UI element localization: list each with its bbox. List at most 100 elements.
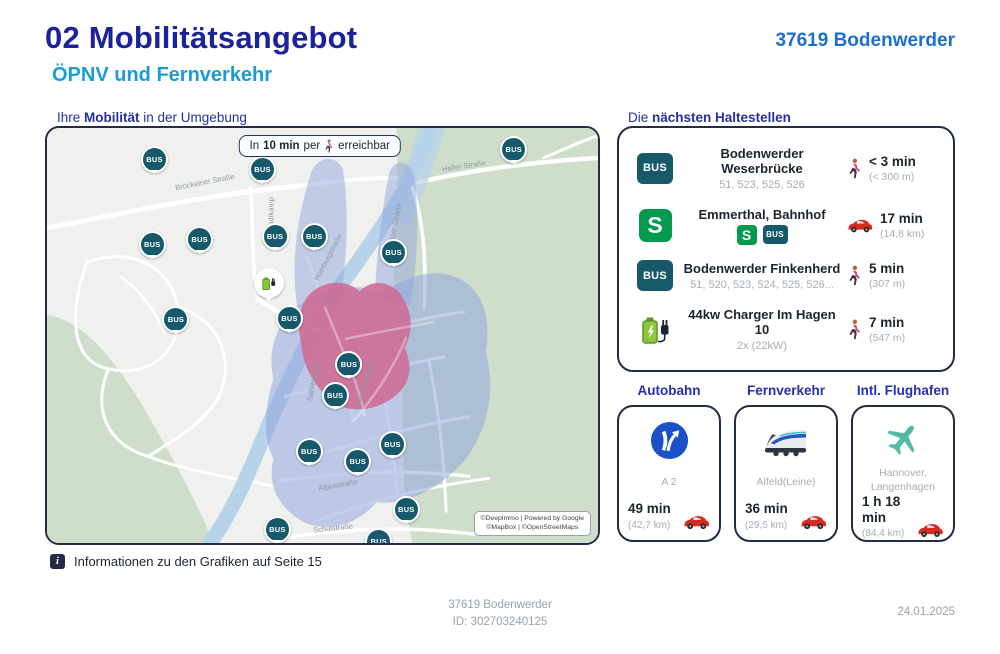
footer-date: 24.01.2025	[897, 606, 955, 618]
bus-badge-icon: BUS	[637, 260, 673, 292]
car-icon	[684, 516, 710, 530]
autobahn-icon	[650, 421, 688, 459]
travel-time: 1 h 18 min	[862, 494, 901, 525]
travel-card-title: Autobahn	[637, 383, 701, 398]
travel-place: Hannover, Langenhagen	[870, 466, 936, 493]
stop-distance: (307 m)	[869, 278, 906, 291]
stop-name: 44kw Charger Im Hagen 10	[688, 307, 836, 338]
street-label: Schulstraße	[312, 521, 354, 536]
map-base-layer	[47, 128, 598, 543]
location-header: 37619 Bodenwerder	[775, 30, 955, 51]
badge-middle: per	[303, 140, 321, 152]
bus-stop-marker[interactable]: BUS	[378, 431, 406, 460]
reachability-badge: In 10 min per erreichbar	[238, 135, 401, 157]
map-annotations: Bröckelner Straße Stadtkamp Haller Straße H…	[47, 128, 598, 543]
bus-stop-marker[interactable]: BUS	[162, 306, 190, 335]
stop-row: BUS Bodenwerder Weserbrücke 51, 523, 525…	[633, 146, 939, 191]
bus-badge-icon: BUS	[637, 152, 673, 184]
fernverkehr-card: Alfeld(Leine) 36 min (29,5 km)	[734, 405, 838, 542]
stop-lines: 51, 523, 525, 526	[719, 178, 805, 191]
bus-stop-marker[interactable]: BUS	[261, 222, 289, 251]
attribution-line-1: ©DeepImmo | Powered by Google	[480, 514, 585, 522]
bus-badge-icon: BUS	[762, 225, 788, 245]
autobahn-card: A 2 49 min (42,7 km)	[617, 405, 721, 542]
map-attribution: ©DeepImmo | Powered by Google ©MapBox | …	[473, 510, 591, 536]
badge-prefix: In	[249, 140, 260, 152]
travel-col-flughafen: Intl. Flughafen Hannover, Langenhagen 1 …	[851, 383, 955, 542]
travel-card-title: Fernverkehr	[746, 383, 826, 398]
stop-distance: (< 300 m)	[869, 170, 915, 183]
stop-name: Emmerthal, Bahnhof	[698, 206, 826, 222]
footer-location: 37619 Bodenwerder	[448, 599, 552, 611]
bus-stop-marker[interactable]: BUS	[186, 226, 214, 255]
bus-stop-marker[interactable]: BUS	[275, 305, 303, 334]
page-subtitle: ÖPNV und Fernverkehr	[52, 64, 273, 86]
travel-place: Alfeld(Leine)	[756, 475, 816, 488]
bus-stop-marker[interactable]: BUS	[392, 496, 420, 525]
travel-distance: (84,4 km)	[862, 528, 905, 540]
stops-section-label: Die nächsten Haltestellen	[628, 110, 791, 125]
bus-stop-marker[interactable]: BUS	[300, 223, 328, 252]
travel-card-title: Intl. Flughafen	[856, 383, 950, 398]
walk-icon	[849, 319, 860, 340]
map-green-southwest	[47, 315, 214, 543]
bus-stop-marker[interactable]: BUS	[365, 527, 393, 543]
badge-time: 10 min	[263, 140, 300, 152]
bus-stop-marker[interactable]: BUS	[344, 448, 372, 477]
street-label: Alpkestraße	[317, 476, 359, 493]
badge-suffix: erreichbar	[338, 140, 390, 152]
street-label: Bröckelner Straße	[174, 171, 236, 193]
car-icon	[918, 524, 944, 538]
travel-cards: Autobahn A 2 49 min (42,7 km)	[617, 383, 955, 542]
charger-marker[interactable]	[253, 268, 284, 302]
stop-name: Bodenwerder Weserbrücke	[720, 145, 804, 176]
travel-distance: (42,7 km)	[628, 520, 671, 531]
bus-stop-marker[interactable]: BUS	[140, 145, 168, 174]
map-label-bold: Mobilität	[84, 110, 140, 125]
bus-stop-marker[interactable]: BUS	[500, 135, 528, 164]
page-title: 02 Mobilitätsangebot	[45, 20, 358, 55]
bus-stop-marker[interactable]: BUS	[248, 155, 276, 184]
map-label-suffix: in der Umgebung	[139, 110, 247, 125]
charger-icon	[642, 317, 669, 344]
flughafen-card: Hannover, Langenhagen 1 h 18 min (84,4 k…	[851, 405, 955, 542]
stop-lines: 51, 520, 523, 524, 525, 526...	[690, 278, 834, 291]
bus-stop-marker[interactable]: BUS	[263, 516, 291, 543]
walk-icon	[849, 158, 860, 179]
stop-distance: (547 m)	[869, 332, 906, 345]
bus-stop-marker[interactable]: BUS	[295, 438, 323, 467]
plane-icon	[887, 425, 915, 455]
map-label-prefix: Ihre	[57, 110, 81, 125]
stop-row: S Emmerthal, Bahnhof S BUS 17 min (14,8 …	[633, 207, 939, 245]
travel-distance: (29,5 km)	[745, 520, 788, 531]
train-icon	[765, 430, 807, 457]
footer-center: 37619 Bodenwerder ID: 302703240125	[0, 597, 1000, 632]
map[interactable]: Bröckelner Straße Stadtkamp Haller Straße H…	[45, 126, 600, 545]
travel-col-autobahn: Autobahn A 2 49 min (42,7 km)	[617, 383, 721, 542]
sbahn-badge-icon: S	[736, 224, 757, 245]
info-note: i Informationen zu den Grafiken auf Seit…	[50, 554, 322, 569]
stop-lines: 2x (22kW)	[736, 340, 788, 353]
walk-icon	[325, 139, 333, 153]
map-section-label: Ihre Mobilität in der Umgebung	[57, 110, 247, 125]
stop-distance: (14,8 km)	[880, 228, 925, 241]
footer-report-id: ID: 302703240125	[452, 616, 548, 629]
travel-time: 49 min	[628, 501, 671, 517]
travel-place: A 2	[661, 475, 677, 488]
charger-mini-icon	[262, 277, 276, 290]
info-icon: i	[50, 554, 65, 569]
street-label: Sahlestraße	[305, 360, 322, 402]
bus-stop-marker[interactable]: BUS	[380, 239, 408, 268]
travel-time: 36 min	[745, 501, 788, 517]
bus-stop-marker[interactable]: BUS	[138, 231, 166, 260]
bus-stop-marker[interactable]: BUS	[321, 381, 349, 410]
stop-row: 44kw Charger Im Hagen 10 2x (22kW) 7 min…	[633, 307, 939, 352]
bus-stop-marker[interactable]: BUS	[335, 350, 363, 379]
walk-icon	[849, 266, 860, 286]
stop-mode-badges: S BUS	[683, 224, 841, 245]
car-icon	[848, 219, 873, 233]
stop-time: 5 min	[869, 261, 905, 277]
attribution-line-2: ©MapBox | ©OpenStreetMaps	[486, 524, 579, 532]
stop-time: 7 min	[869, 315, 905, 331]
